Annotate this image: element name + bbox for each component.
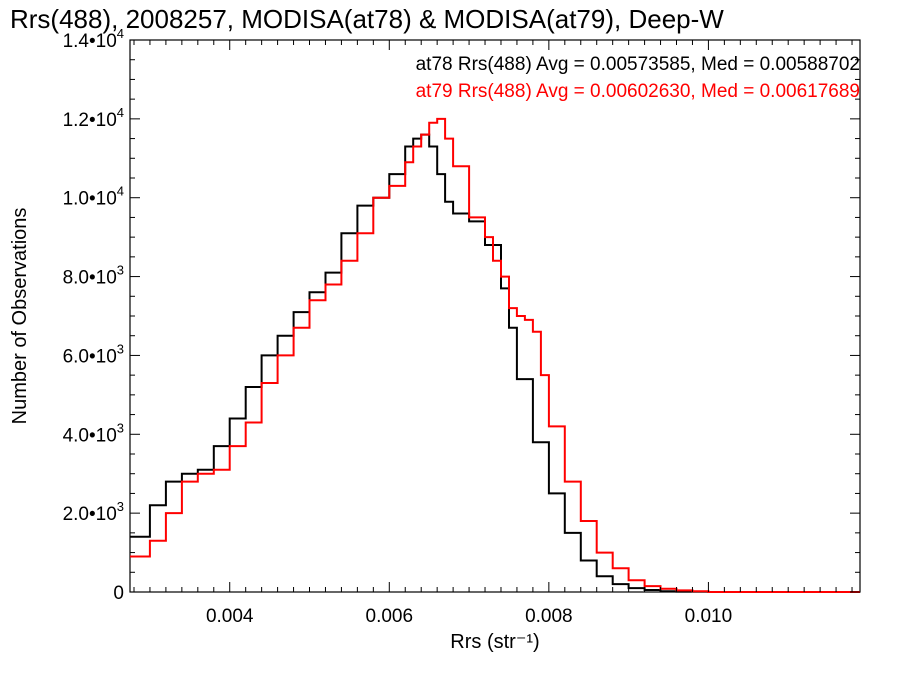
y-tick-label: 4.0•103: [63, 420, 124, 446]
x-tick-label: 0.010: [685, 606, 733, 627]
chart-title: Rrs(488), 2008257, MODISA(at78) & MODISA…: [10, 4, 724, 34]
x-axis-label: Rrs (str⁻¹): [450, 631, 539, 653]
y-tick-label: 1.2•104: [63, 105, 124, 131]
x-tick-label: 0.008: [525, 606, 573, 627]
series-line-0: [130, 133, 860, 593]
tick-layer: 0.004 0.006 0.008 0.010 0 2.0•103 4.0•103 6.0•1…: [63, 26, 860, 627]
y-tick-label: 2.0•103: [63, 499, 124, 525]
y-tick-label: 1.4•104: [63, 26, 124, 52]
y-tick-label: 6.0•103: [63, 341, 124, 367]
y-tick-label: 0: [113, 583, 124, 604]
y-tick-label: 8.0•103: [63, 263, 124, 289]
stats-line-at78: at78 Rrs(488) Avg = 0.00573585, Med = 0.…: [416, 54, 860, 75]
x-tick-label: 0.006: [366, 606, 414, 627]
series-layer: [130, 117, 860, 593]
x-tick-label: 0.004: [206, 606, 254, 627]
y-tick-label: 1.0•104: [63, 184, 124, 210]
y-axis-label: Number of Observations: [9, 208, 31, 425]
plot-frame: [129, 39, 861, 593]
stats-line-at79: at79 Rrs(488) Avg = 0.00602630, Med = 0.…: [416, 81, 860, 102]
series-line-1: [130, 117, 860, 593]
